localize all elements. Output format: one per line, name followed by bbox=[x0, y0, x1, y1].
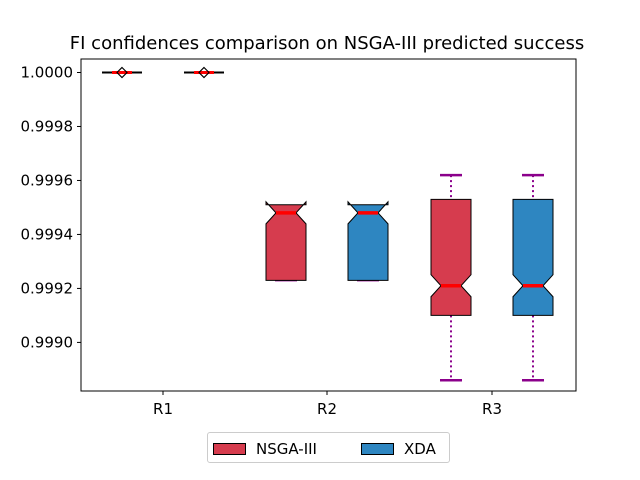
y-tick-label: 0.9996 bbox=[21, 171, 74, 189]
y-tick-label: 0.9998 bbox=[21, 117, 74, 135]
legend-label-xda: XDA bbox=[404, 440, 436, 458]
box bbox=[512, 198, 554, 316]
y-tick-label: 1.0000 bbox=[21, 63, 74, 81]
legend-label-nsga-iii: NSGA-III bbox=[256, 440, 317, 458]
y-tick-label: 0.9994 bbox=[21, 225, 74, 243]
outlier-marker bbox=[198, 66, 210, 79]
box bbox=[347, 200, 389, 281]
x-tick-label: R1 bbox=[153, 400, 173, 418]
x-tick-label: R3 bbox=[482, 400, 502, 418]
y-tick-label: 0.9990 bbox=[21, 333, 74, 351]
legend-swatch-xda bbox=[361, 443, 394, 455]
legend: NSGA-III XDA bbox=[207, 432, 450, 463]
legend-item-xda: XDA bbox=[361, 440, 436, 458]
box bbox=[430, 198, 472, 316]
legend-swatch-nsga-iii bbox=[213, 443, 246, 455]
x-tick-label: R2 bbox=[317, 400, 337, 418]
box bbox=[265, 200, 307, 281]
legend-item-nsga-iii: NSGA-III bbox=[213, 440, 317, 458]
chart-title: FI confidences comparison on NSGA-III pr… bbox=[70, 33, 584, 54]
y-tick-label: 0.9992 bbox=[21, 279, 74, 297]
outlier-marker bbox=[116, 66, 128, 79]
plot-frame bbox=[80, 58, 577, 392]
